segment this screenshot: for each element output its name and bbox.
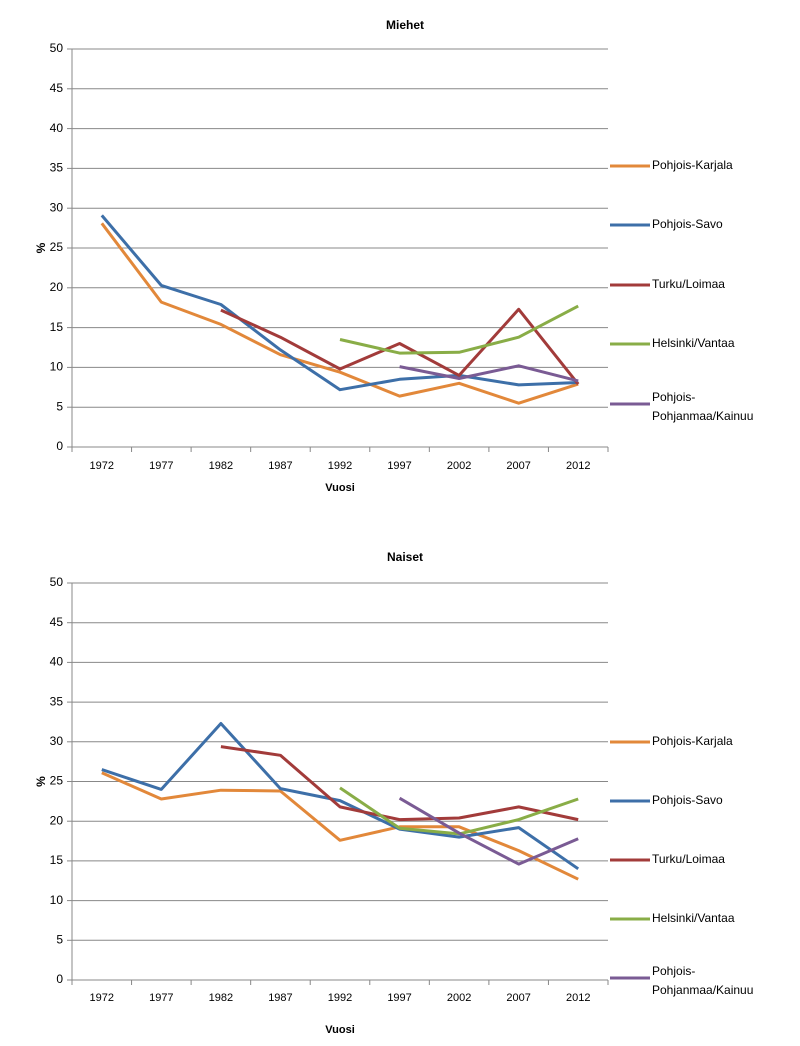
x-tick-label: 1997 xyxy=(387,992,411,1004)
y-tick-label: 45 xyxy=(50,615,64,629)
x-tick-label: 1987 xyxy=(268,460,292,472)
series-line xyxy=(220,745,579,822)
legend-label: Pohjois-Karjala xyxy=(652,158,733,172)
y-tick-label: 35 xyxy=(50,161,64,175)
x-tick-label: 2012 xyxy=(566,992,590,1004)
x-tick-label: 1992 xyxy=(328,460,352,472)
x-tick-label: 2007 xyxy=(506,460,530,472)
y-tick-label: 15 xyxy=(50,320,64,334)
y-tick-label: 5 xyxy=(56,932,63,946)
y-tick-label: 40 xyxy=(50,655,64,669)
x-tick-label: 2012 xyxy=(566,460,590,472)
series-line xyxy=(399,364,579,383)
y-tick-label: 35 xyxy=(50,694,64,708)
y-axis-title: % xyxy=(34,242,48,253)
y-tick-label: 20 xyxy=(50,813,64,827)
x-tick-label: 1972 xyxy=(90,460,114,472)
series-line xyxy=(398,796,579,866)
y-tick-label: 45 xyxy=(50,81,64,95)
x-tick-label: 1977 xyxy=(149,460,173,472)
x-tick-label: 1997 xyxy=(387,460,411,472)
legend-label: Pohjois-Savo xyxy=(652,217,723,231)
y-tick-label: 15 xyxy=(50,853,64,867)
x-tick-label: 2007 xyxy=(506,992,530,1004)
y-tick-label: 10 xyxy=(50,893,64,907)
x-tick-label: 1977 xyxy=(149,992,173,1004)
series-line xyxy=(220,307,580,386)
legend-label: Pohjois-Pohjanmaa/Kainuu xyxy=(652,390,753,423)
x-axis-title: Vuosi xyxy=(325,1024,355,1036)
x-tick-label: 1992 xyxy=(328,992,352,1004)
legend-label: Pohjois-Savo xyxy=(652,793,723,807)
x-tick-label: 2002 xyxy=(447,992,471,1004)
series-line xyxy=(101,771,579,881)
y-tick-label: 50 xyxy=(50,575,64,589)
x-tick-label: 2002 xyxy=(447,460,471,472)
series-line xyxy=(100,222,579,405)
chart-title: Miehet xyxy=(386,18,424,32)
legend-label: Helsinki/Vantaa xyxy=(652,336,735,350)
y-tick-label: 5 xyxy=(56,399,63,413)
y-tick-label: 50 xyxy=(50,41,64,55)
x-tick-label: 1982 xyxy=(209,460,233,472)
y-tick-label: 30 xyxy=(50,734,64,748)
series-line xyxy=(101,722,580,871)
legend-label: Pohjois-Pohjanmaa/Kainuu xyxy=(652,964,753,997)
chart-title: Naiset xyxy=(387,550,423,564)
y-tick-label: 25 xyxy=(50,240,64,254)
y-tick-label: 0 xyxy=(56,439,63,453)
legend-label: Turku/Loimaa xyxy=(652,277,725,291)
x-tick-label: 1987 xyxy=(268,992,292,1004)
series-line xyxy=(339,304,579,355)
legend-label: Turku/Loimaa xyxy=(652,852,725,866)
x-tick-label: 1972 xyxy=(90,992,114,1004)
x-axis-title: Vuosi xyxy=(325,482,355,494)
y-tick-label: 40 xyxy=(50,121,64,135)
legend-label: Helsinki/Vantaa xyxy=(652,911,735,925)
y-tick-label: 30 xyxy=(50,200,64,214)
y-tick-label: 0 xyxy=(56,972,63,986)
y-tick-label: 10 xyxy=(50,360,64,374)
y-tick-label: 25 xyxy=(50,774,64,788)
series-line xyxy=(100,214,579,392)
y-tick-label: 20 xyxy=(50,280,64,294)
legend-label: Pohjois-Karjala xyxy=(652,734,733,748)
x-tick-label: 1982 xyxy=(209,992,233,1004)
y-axis-title: % xyxy=(34,776,48,787)
